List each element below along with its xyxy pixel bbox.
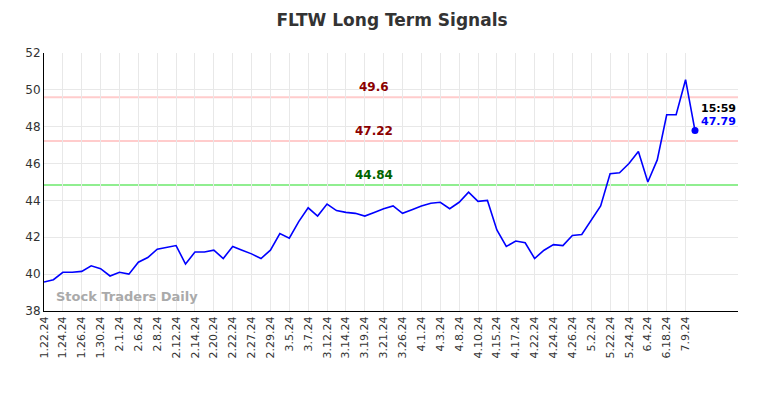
svg-text:4.8.24: 4.8.24 [453,316,466,351]
svg-text:7.9.24: 7.9.24 [679,316,692,351]
svg-text:2.1.24: 2.1.24 [113,316,126,351]
svg-text:1.24.24: 1.24.24 [56,316,69,358]
svg-text:5.24.24: 5.24.24 [623,316,636,358]
svg-text:3.19.24: 3.19.24 [358,316,371,358]
svg-text:3.12.24: 3.12.24 [321,316,334,358]
svg-text:4.22.24: 4.22.24 [528,316,541,358]
svg-text:4.10.24: 4.10.24 [472,316,485,358]
svg-text:2.29.24: 2.29.24 [264,316,277,358]
svg-text:4.17.24: 4.17.24 [509,316,522,358]
svg-text:50: 50 [25,83,40,97]
svg-text:2.27.24: 2.27.24 [245,316,258,358]
svg-text:48: 48 [25,120,40,134]
svg-text:2.22.24: 2.22.24 [226,316,239,358]
svg-text:3.5.24: 3.5.24 [283,316,296,351]
svg-text:6.18.24: 6.18.24 [660,316,673,358]
svg-text:3.7.24: 3.7.24 [302,316,315,351]
svg-text:3.26.24: 3.26.24 [396,316,409,358]
svg-text:5.2.24: 5.2.24 [585,316,598,351]
svg-text:1.30.24: 1.30.24 [94,316,107,358]
svg-text:44.84: 44.84 [355,168,393,182]
svg-text:40: 40 [25,267,40,281]
svg-text:1.22.24: 1.22.24 [38,316,51,358]
svg-text:46: 46 [25,157,40,171]
svg-text:38: 38 [25,304,40,318]
svg-text:2.6.24: 2.6.24 [132,316,145,351]
svg-text:2.12.24: 2.12.24 [170,316,183,358]
svg-text:3.21.24: 3.21.24 [377,316,390,358]
svg-text:42: 42 [25,230,40,244]
svg-text:2.20.24: 2.20.24 [207,316,220,358]
svg-text:52: 52 [25,46,40,60]
svg-text:2.14.24: 2.14.24 [189,316,202,358]
svg-text:Stock Traders Daily: Stock Traders Daily [56,289,198,304]
svg-text:49.6: 49.6 [359,80,389,94]
svg-text:47.22: 47.22 [355,124,393,138]
svg-text:5.22.24: 5.22.24 [604,316,617,358]
svg-text:44: 44 [25,194,40,208]
svg-text:6.4.24: 6.4.24 [641,316,654,351]
svg-text:15:59: 15:59 [701,102,736,115]
svg-text:4.26.24: 4.26.24 [566,316,579,358]
svg-text:4.24.24: 4.24.24 [547,316,560,358]
svg-text:3.14.24: 3.14.24 [339,316,352,358]
svg-text:1.26.24: 1.26.24 [75,316,88,358]
svg-text:2.8.24: 2.8.24 [151,316,164,351]
svg-text:4.15.24: 4.15.24 [490,316,503,358]
svg-text:47.79: 47.79 [701,115,736,128]
svg-text:4.1.24: 4.1.24 [415,316,428,351]
svg-text:FLTW Long Term Signals: FLTW Long Term Signals [276,10,507,30]
svg-text:4.3.24: 4.3.24 [434,316,447,351]
